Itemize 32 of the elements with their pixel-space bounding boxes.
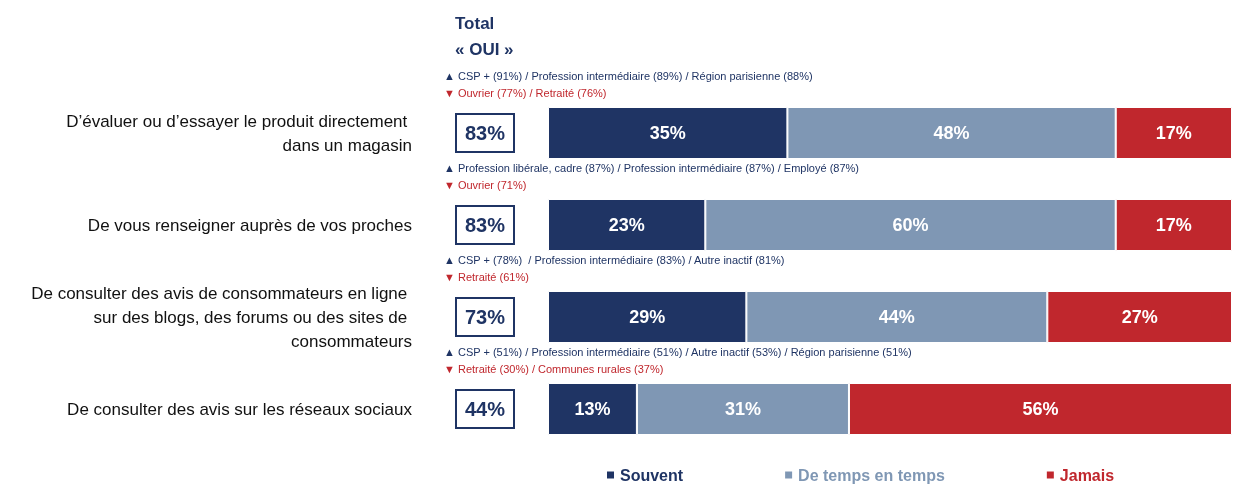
annotation: ▲ CSP + (78%) / Profession intermédiaire (83%) / Autre inactif (81%) bbox=[444, 253, 785, 266]
data-label: 35% bbox=[649, 123, 686, 143]
legend-label: Souvent bbox=[620, 466, 684, 484]
data-label: 60% bbox=[892, 215, 929, 235]
annotation: ▼ Retraité (30%) / Communes rurales (37%) bbox=[444, 362, 664, 375]
text: ▲ CSP + (91%) / Profession intermédiaire (89%) / Région parisienne (88%) bbox=[444, 69, 813, 82]
annotation: ▲ CSP + (51%) / Profession intermédiaire (51%) / Autre inactif (53%) / Région parisienne (51%) bbox=[444, 345, 912, 358]
y-tick-label: De consulter des avis de consommateurs en ligne sur des blogs, des forums ou des sites de consommateurs bbox=[31, 283, 412, 351]
data-label: 44% bbox=[878, 307, 915, 327]
data-label: 31% bbox=[724, 399, 761, 419]
text: 73% bbox=[464, 306, 506, 328]
text: 83% bbox=[464, 122, 506, 144]
data-label: 29% bbox=[629, 307, 666, 327]
data-label: 23% bbox=[608, 215, 645, 235]
data-label: 48% bbox=[933, 123, 970, 143]
data-label: 17% bbox=[1155, 215, 1192, 235]
annotation: ▲ Profession libérale, cadre (87%) / Profession intermédiaire (87%) / Employé (87%) bbox=[444, 161, 860, 174]
data-label: 56% bbox=[1022, 399, 1059, 419]
legend-label: De temps en temps bbox=[798, 466, 945, 484]
text: 44% bbox=[464, 398, 506, 420]
data-label: 13% bbox=[574, 399, 611, 419]
annotation: ▼ Ouvrier (77%) / Retraité (76%) bbox=[444, 86, 607, 99]
y-tick-label: D’évaluer ou d’essayer le produit directement dans un magasin bbox=[66, 111, 412, 155]
y-tick-label: De consulter des avis sur les réseaux sociaux bbox=[67, 399, 413, 419]
legend-label: Jamais bbox=[1059, 466, 1115, 484]
text: ▼ Ouvrier (71%) bbox=[444, 178, 527, 191]
text: ▼ Retraité (61%) bbox=[444, 270, 529, 283]
data-label: 17% bbox=[1155, 123, 1192, 143]
y-tick-label: De vous renseigner auprès de vos proches bbox=[87, 215, 412, 235]
text: 83% bbox=[464, 214, 506, 236]
text: Total « OUI » bbox=[455, 13, 514, 59]
data-label: 27% bbox=[1121, 307, 1158, 327]
